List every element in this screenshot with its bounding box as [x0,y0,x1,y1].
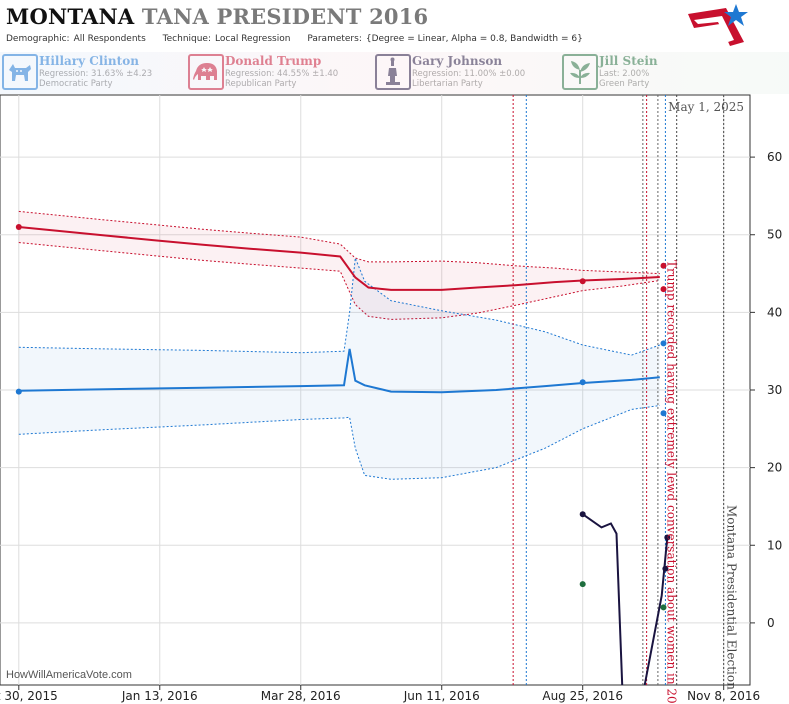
technique-value: Local Regression [215,34,291,44]
confidence-bands [18,210,660,480]
gary-johnson-poll-point [579,511,586,518]
donald-trump-band-upper [18,210,660,275]
poll-points [15,224,671,611]
event-annotation: Montana Presidential Election [725,505,739,690]
title-state: MONTANA [6,4,135,29]
annotations: Trump recorded having extremely lewd con… [665,260,739,704]
hillary-clinton-poll-point [660,340,667,347]
gary-johnson-poll-point [664,534,671,541]
demographic-value: All Respondents [73,34,146,44]
hillary-clinton-poll-point [660,410,667,417]
donald-trump-band-lower [18,242,660,320]
jill-stein-poll-point [579,581,586,588]
series-lines [18,226,669,686]
title-race: TANA PRESIDENT 2016 [141,4,429,29]
gary-johnson-poll-point [662,565,669,572]
gary-johnson-trend-line [582,513,624,686]
donald-trump-poll-point [660,286,667,293]
grid-lines [0,95,750,685]
x-tick-label: Nov 8, 2016 [687,689,760,703]
donald-trump-band-fill [18,211,660,320]
x-tick-label: Mar 28, 2016 [261,689,341,703]
x-tick-label: Oct 30, 2015 [0,689,58,703]
y-tick-label: 10 [767,538,782,552]
watermark: HowWillAmericaVote.com [6,669,132,681]
legend-band [0,52,789,94]
donald-trump-poll-point [660,262,667,269]
parameters-value: {Degree = Linear, Alpha = 0.8, Bandwidth… [365,34,583,44]
x-axis: Oct 30, 2015 Jan 13, 2016 Mar 28, 2016 Jun … [0,685,760,703]
chart-title: MONTANA TANA PRESIDENT 2016 [6,4,428,29]
x-tick-label: Jun 11, 2016 [403,689,480,703]
gary-johnson-trend-line [643,537,669,686]
hillary-clinton-band-lower [18,405,660,480]
hillary-clinton-trend-line [18,348,660,394]
hillary-clinton-band-upper [18,257,660,356]
x-tick-label: Jan 13, 2016 [121,689,198,703]
demographic-label: Demographic: [6,34,70,44]
star-logo-icon [688,4,748,46]
event-annotation: Trump recorded having extremely lewd con… [665,260,679,704]
hillary-clinton-band-fill [18,258,660,480]
hillary-clinton-poll-point [579,379,586,386]
y-tick-label: 40 [767,305,782,319]
donald-trump-poll-point [15,224,22,230]
y-axis: 0 10 20 30 40 50 60 [750,150,782,630]
x-tick-label: Aug 25, 2016 [542,689,623,703]
y-tick-label: 30 [767,383,782,397]
y-tick-label: 0 [767,616,775,630]
y-tick-label: 20 [767,461,782,475]
hillary-clinton-poll-point [15,388,22,395]
parameters-label: Parameters: [307,34,362,44]
jill-stein-poll-point [660,604,667,611]
donald-trump-poll-point [579,278,586,285]
donald-trump-trend-line [18,226,660,291]
y-tick-label: 50 [767,228,782,242]
chart-parameters: Demographic: All Respondents Technique: Lo… [6,34,587,44]
y-tick-label: 60 [767,150,782,164]
technique-label: Technique: [162,34,212,44]
current-date-label: May 1, 2025 [668,100,744,114]
